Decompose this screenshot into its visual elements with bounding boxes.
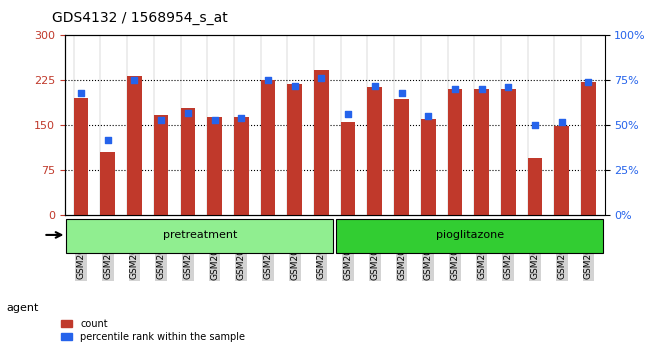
Point	[209, 117, 220, 122]
Legend: count, percentile rank within the sample: count, percentile rank within the sample	[57, 315, 249, 346]
Point	[423, 113, 434, 119]
Bar	[581, 82, 596, 215]
Bar	[448, 89, 462, 215]
Bar	[287, 85, 302, 215]
Text: pioglitazone: pioglitazone	[436, 230, 504, 240]
Point	[556, 119, 567, 124]
FancyBboxPatch shape	[336, 219, 603, 253]
Bar	[367, 87, 382, 215]
Bar	[394, 99, 409, 215]
Bar	[421, 119, 436, 215]
Point	[129, 78, 140, 83]
Bar	[341, 122, 356, 215]
Bar	[474, 89, 489, 215]
Point	[156, 117, 166, 122]
Bar	[501, 89, 515, 215]
Bar	[314, 70, 329, 215]
Point	[103, 137, 113, 142]
Bar	[234, 118, 248, 215]
FancyBboxPatch shape	[66, 219, 333, 253]
Point	[76, 90, 86, 96]
Bar	[554, 126, 569, 215]
Bar	[100, 152, 115, 215]
Text: GDS4132 / 1568954_s_at: GDS4132 / 1568954_s_at	[52, 11, 227, 25]
Point	[316, 76, 326, 81]
Bar	[207, 118, 222, 215]
Bar	[73, 98, 88, 215]
Bar	[528, 158, 542, 215]
Point	[236, 115, 246, 121]
Bar	[127, 76, 142, 215]
Point	[450, 86, 460, 92]
Bar	[181, 108, 195, 215]
Text: pretreatment: pretreatment	[162, 230, 237, 240]
Point	[370, 83, 380, 88]
Point	[503, 85, 514, 90]
Point	[183, 110, 193, 115]
Point	[343, 112, 354, 117]
Point	[583, 79, 593, 85]
Point	[289, 83, 300, 88]
Point	[476, 86, 487, 92]
Point	[530, 122, 540, 128]
Bar	[154, 115, 168, 215]
Point	[396, 90, 407, 96]
Text: agent: agent	[6, 303, 39, 313]
Bar	[261, 80, 276, 215]
Point	[263, 78, 273, 83]
